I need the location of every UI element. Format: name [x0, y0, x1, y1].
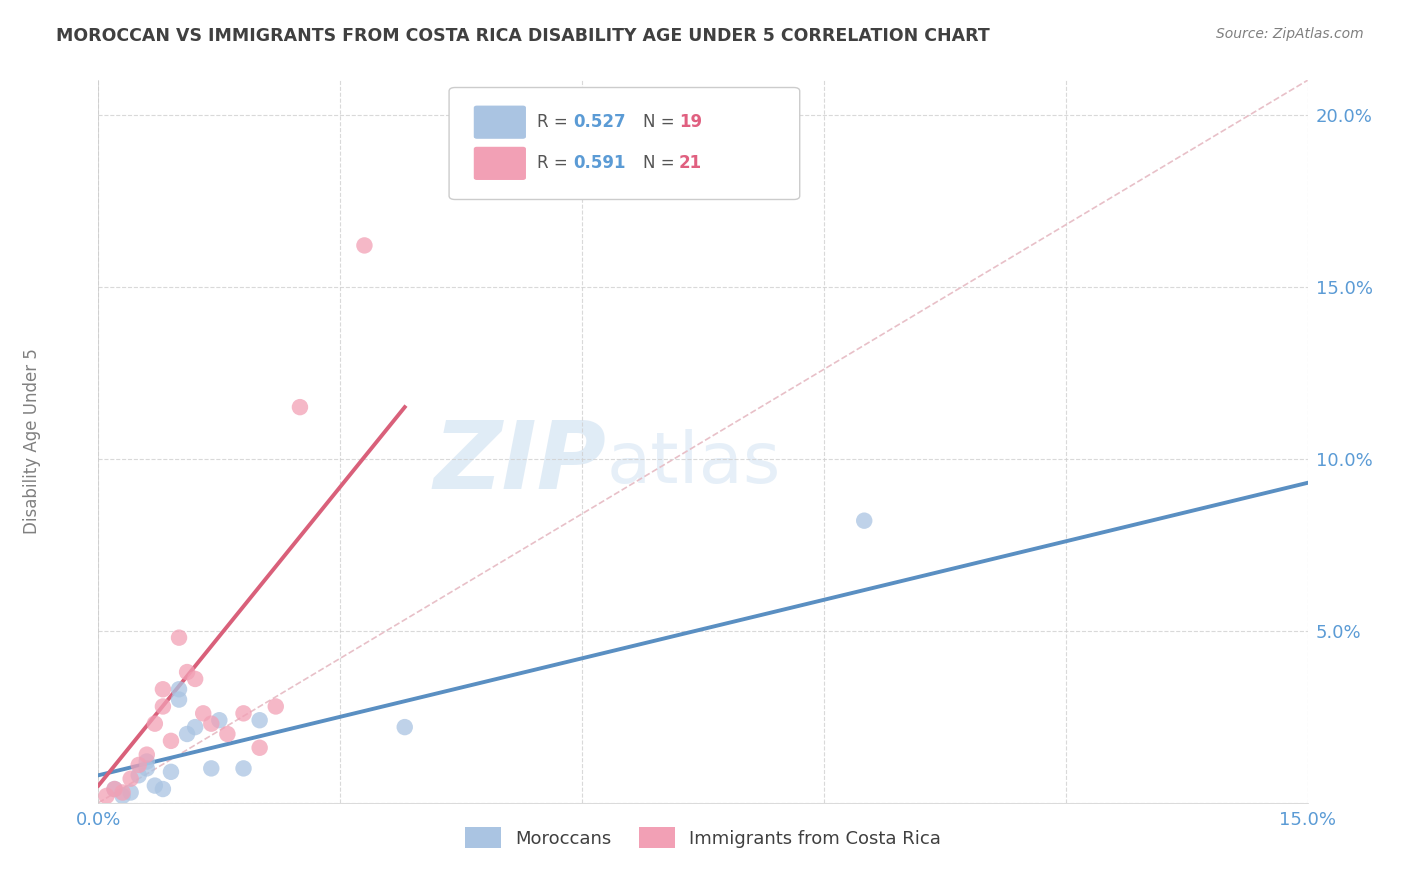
Point [217, 727, 239, 741]
Point [128, 758, 150, 772]
Point [120, 772, 142, 786]
Point [193, 706, 215, 721]
Point [152, 682, 174, 697]
Text: ZIP: ZIP [433, 417, 606, 509]
Text: R =: R = [537, 113, 574, 131]
Text: MOROCCAN VS IMMIGRANTS FROM COSTA RICA DISABILITY AGE UNDER 5 CORRELATION CHART: MOROCCAN VS IMMIGRANTS FROM COSTA RICA D… [56, 27, 990, 45]
Point [152, 699, 174, 714]
Point [232, 706, 254, 721]
Point [143, 716, 166, 731]
Point [167, 631, 190, 645]
Point [111, 789, 134, 803]
Point [103, 782, 125, 797]
Text: 0.527: 0.527 [574, 113, 626, 131]
Point [135, 761, 157, 775]
Point [143, 779, 166, 793]
Point [111, 785, 134, 799]
Point [232, 761, 254, 775]
Point [103, 782, 125, 797]
Point [160, 764, 183, 779]
Point [135, 747, 157, 762]
FancyBboxPatch shape [449, 87, 800, 200]
Point [152, 782, 174, 797]
Text: atlas: atlas [606, 429, 780, 498]
Legend: Moroccans, Immigrants from Costa Rica: Moroccans, Immigrants from Costa Rica [457, 820, 949, 855]
Point [394, 720, 416, 734]
Text: Disability Age Under 5: Disability Age Under 5 [22, 349, 41, 534]
Point [200, 716, 222, 731]
Point [160, 734, 183, 748]
Point [167, 692, 190, 706]
Text: 21: 21 [679, 154, 702, 172]
Point [120, 785, 142, 799]
Point [128, 768, 150, 782]
Text: N =: N = [643, 113, 679, 131]
Point [200, 761, 222, 775]
Point [353, 238, 375, 252]
Text: R =: R = [537, 154, 574, 172]
Point [264, 699, 287, 714]
FancyBboxPatch shape [474, 147, 526, 179]
Point [288, 400, 311, 414]
Text: 19: 19 [679, 113, 702, 131]
Point [184, 672, 207, 686]
Point [249, 713, 271, 727]
FancyBboxPatch shape [474, 106, 526, 138]
Point [176, 727, 198, 741]
Point [167, 682, 190, 697]
Text: N =: N = [643, 154, 679, 172]
Text: Source: ZipAtlas.com: Source: ZipAtlas.com [1216, 27, 1364, 41]
Point [853, 514, 876, 528]
Point [96, 789, 118, 803]
Text: 0.591: 0.591 [574, 154, 626, 172]
Point [249, 740, 271, 755]
Point [135, 755, 157, 769]
Point [184, 720, 207, 734]
Point [176, 665, 198, 679]
Point [208, 713, 231, 727]
